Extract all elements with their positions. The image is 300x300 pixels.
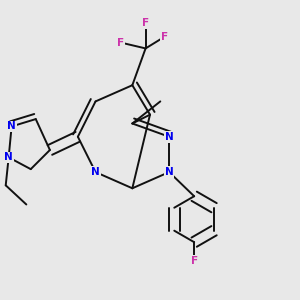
Text: N: N	[91, 167, 100, 177]
Text: N: N	[7, 122, 16, 131]
Text: F: F	[161, 32, 168, 42]
Text: N: N	[165, 167, 173, 177]
Text: F: F	[142, 18, 149, 28]
Text: F: F	[190, 256, 198, 266]
Text: N: N	[165, 132, 173, 142]
Text: N: N	[4, 152, 13, 162]
Text: F: F	[117, 38, 124, 47]
